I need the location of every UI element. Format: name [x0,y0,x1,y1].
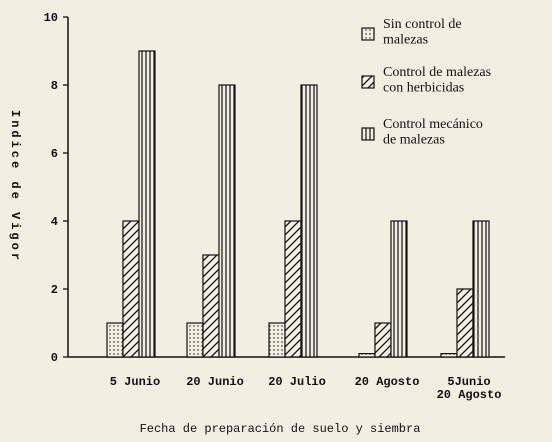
y-tick-label: 6 [51,147,58,161]
y-tick-label: 8 [51,79,58,93]
bar [358,353,376,358]
x-tick-label: 20 Junio [186,375,244,389]
bar [202,254,220,358]
legend-label: Sin control de malezas [383,17,462,47]
bar [122,220,140,358]
bar [284,220,302,358]
y-tick-label: 0 [51,351,58,365]
legend-label: Control de malezas con herbicidas [383,65,491,95]
y-tick-label: 10 [44,11,58,25]
x-tick-label: 5Junio 20 Agosto [437,375,502,402]
bar [440,353,458,358]
y-axis-label: Indice de Vigor [8,110,22,263]
legend-swatch [361,127,375,141]
bar [300,84,318,358]
bar [106,322,124,358]
x-tick-label: 5 Junio [110,375,160,389]
x-tick-label: 20 Agosto [355,375,420,389]
bar [138,50,156,358]
y-tick-label: 4 [51,215,58,229]
bar [186,322,204,358]
x-tick-label: 20 Julio [268,375,326,389]
bar [268,322,286,358]
bar [472,220,490,358]
legend-swatch [361,27,375,41]
legend-swatch [361,75,375,89]
y-tick-label: 2 [51,283,58,297]
bar [218,84,236,358]
x-axis-label: Fecha de preparación de suelo y siembra [140,422,421,436]
legend-label: Control mecánico de malezas [383,117,483,147]
bar [456,288,474,358]
bar [390,220,408,358]
bar [374,322,392,358]
